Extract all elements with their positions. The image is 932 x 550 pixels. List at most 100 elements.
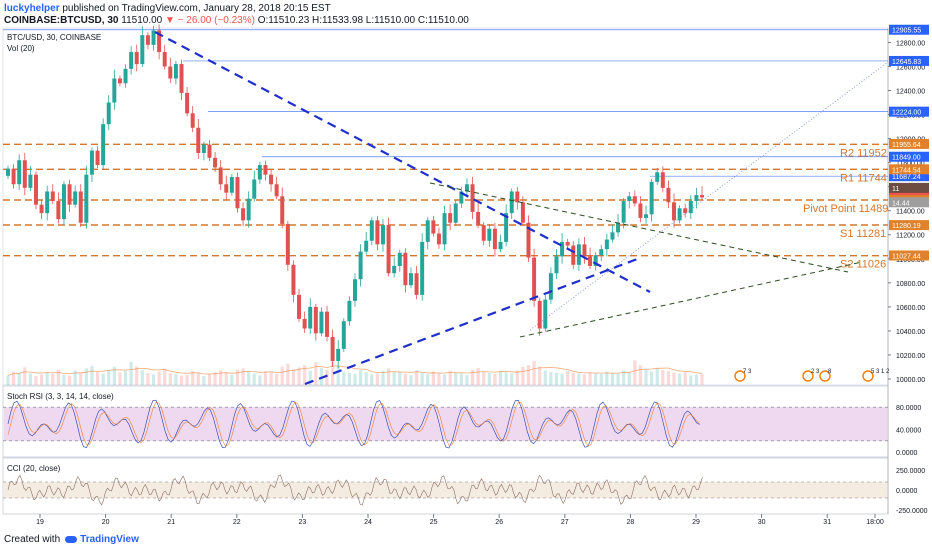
resistance-price-label: 12645.83 — [892, 59, 921, 66]
candle-body — [504, 213, 509, 242]
candle-body — [269, 174, 274, 185]
candle-body — [358, 251, 363, 280]
y-tick-label: 12400.00 — [896, 89, 925, 96]
candle-body — [45, 191, 50, 214]
volume-bar — [364, 372, 368, 385]
candle-body — [548, 273, 553, 300]
x-tick-label: 18:00 — [866, 519, 884, 526]
resistance-price-tag — [889, 24, 929, 35]
volume-bar — [560, 373, 564, 385]
volume-bar — [95, 371, 100, 385]
volume-bar — [437, 373, 441, 385]
candle-body — [89, 150, 94, 175]
stoch-tick-label: 80.0000 — [896, 405, 921, 412]
candle-body — [610, 232, 615, 240]
price-tag — [889, 220, 929, 231]
resistance-price-label: 11687.24 — [892, 174, 921, 181]
candle-body — [224, 184, 229, 193]
cci-pane — [2, 457, 889, 515]
candle-body — [112, 78, 117, 103]
candle-body — [604, 239, 609, 250]
volume-bar — [582, 374, 587, 385]
volume-bar — [23, 367, 27, 385]
candle-body — [364, 240, 369, 252]
volume-bar — [28, 373, 32, 385]
volume-bar — [543, 370, 547, 385]
resistance-price-tag — [889, 151, 929, 162]
volume-bar — [17, 372, 21, 385]
candle-body — [436, 233, 441, 245]
candle-body — [280, 196, 285, 224]
volume-bar — [622, 370, 626, 385]
candle-body — [190, 113, 195, 128]
candle-body — [123, 68, 128, 84]
candle-body — [448, 213, 453, 223]
volume-bar — [571, 372, 575, 385]
trading-chart[interactable]: BTC/USD, 30, COINBASE Vol (20) 10000.00 102… — [0, 0, 932, 530]
candle-body — [588, 256, 593, 266]
volume-bar — [644, 369, 648, 385]
pivot-level-label: R2 11952 — [840, 147, 887, 159]
candle-body — [403, 252, 408, 286]
candle-body — [677, 208, 682, 221]
candle-body — [33, 174, 38, 205]
candle-body — [336, 348, 341, 361]
volume-bar — [11, 371, 16, 385]
created-with: Created with — [4, 534, 61, 545]
volume-bar — [504, 372, 508, 385]
volume-bar — [224, 373, 228, 385]
candle-body — [6, 168, 10, 176]
x-tick-label: 20 — [102, 519, 110, 526]
price-tag-fragment-label: 11 — [892, 186, 899, 193]
volume-bar — [101, 373, 105, 385]
volume-bar — [129, 361, 133, 385]
volume-bar — [420, 372, 424, 385]
tradingview-brand[interactable]: TradingView — [80, 534, 139, 545]
volume-bar — [655, 368, 659, 385]
volume-bar — [62, 374, 66, 385]
stoch-tick-label: 40.0000 — [896, 428, 921, 435]
stoch-k-line — [7, 399, 700, 449]
candle-body — [297, 294, 302, 319]
volume-bar — [39, 374, 44, 385]
price-tag-label: 11744.54 — [892, 167, 921, 174]
volume-bar — [342, 371, 346, 385]
volume-bar — [140, 370, 144, 385]
stoch-label: Stoch RSI (3, 3, 14, 14, close) — [7, 392, 114, 401]
volume-bar — [515, 370, 519, 385]
candle-body — [632, 196, 637, 204]
candle-body — [593, 255, 598, 266]
pivot-level-label: Pivot Point 11489 — [803, 203, 888, 215]
candle-body — [162, 52, 167, 67]
volume-bar — [588, 372, 592, 385]
event-badge-label: 2 3 — [811, 369, 820, 375]
volume-bar — [521, 367, 525, 385]
volume-bar — [51, 373, 55, 385]
candle-body — [39, 204, 44, 214]
volume-bar — [314, 362, 318, 385]
volume-bar — [252, 373, 256, 385]
candle-body — [672, 202, 677, 221]
x-tick-label: 22 — [233, 519, 241, 526]
candle-body — [157, 30, 162, 53]
cci-label: CCI (20, close) — [7, 464, 61, 473]
candle-body — [50, 191, 55, 202]
candle-body — [644, 214, 649, 218]
candle-body — [420, 241, 425, 295]
volume-bar — [577, 373, 581, 385]
candle-body — [638, 203, 643, 218]
volume-bar — [549, 371, 553, 385]
candle-body — [179, 64, 184, 93]
volume-bar — [174, 374, 178, 385]
volume-bar — [79, 372, 83, 385]
candle-body — [252, 179, 257, 199]
author-name[interactable]: luckyhelper — [4, 3, 60, 14]
candle-body — [129, 52, 134, 69]
volume-bar — [510, 373, 514, 385]
candle-body — [134, 52, 139, 65]
resistance-price-tag — [889, 55, 929, 66]
volume-bar — [207, 373, 212, 385]
volume-bar — [672, 372, 676, 385]
candle-body — [649, 181, 654, 215]
candle-body — [95, 150, 100, 166]
